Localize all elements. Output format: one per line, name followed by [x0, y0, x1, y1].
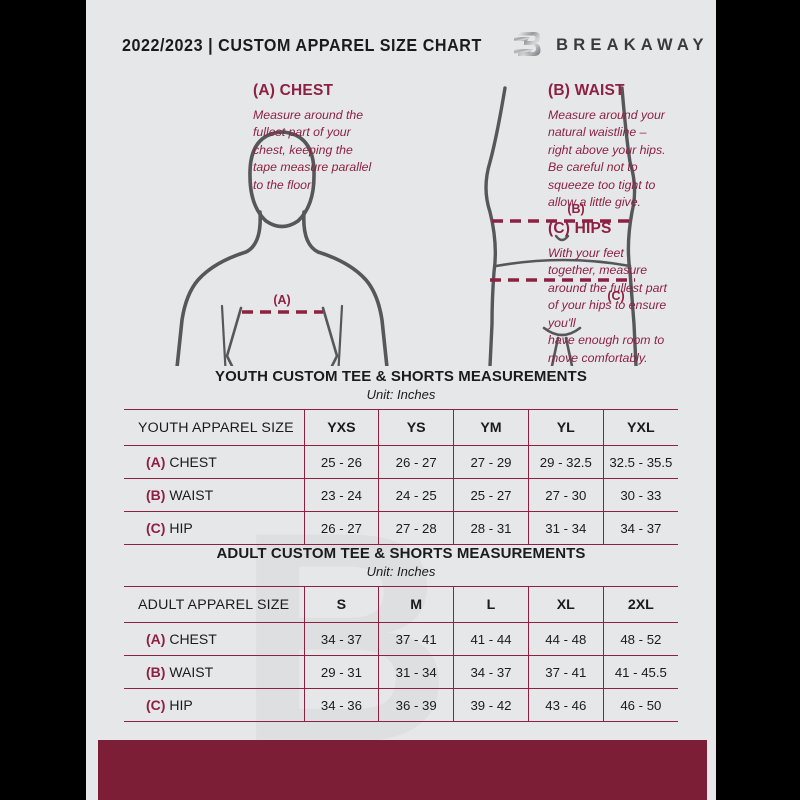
row-label: WAIST [169, 487, 214, 503]
youth-row-0-label: (A) CHEST [124, 445, 305, 479]
callout-waist: (B) WAIST Measure around your natural wa… [548, 82, 703, 212]
row-label: CHEST [169, 631, 217, 647]
youth-cell-2-1: 27 - 28 [378, 511, 455, 545]
table-row: (C) HIP 34 - 36 36 - 39 39 - 42 43 - 46 … [124, 688, 678, 722]
adult-col-1: M [378, 586, 455, 623]
youth-cell-1-3: 27 - 30 [527, 478, 604, 512]
youth-col-0: YXS [303, 409, 380, 446]
adult-table-unit: Unit: Inches [366, 564, 436, 579]
table-header-row: YOUTH APPAREL SIZE YXS YS YM YL YXL [124, 409, 678, 446]
youth-row-1-label: (B) WAIST [124, 478, 305, 512]
adult-size-table: ADULT APPAREL SIZE S M L XL 2XL (A) CHES… [124, 586, 678, 722]
adult-cell-0-0: 34 - 37 [303, 622, 380, 656]
upper-body-silhouette [175, 130, 389, 366]
callout-waist-body: Measure around your natural waistline – … [548, 108, 666, 210]
page-title: 2022/2023 | CUSTOM APPAREL SIZE CHART [122, 34, 482, 55]
youth-table-title: YOUTH CUSTOM TEE & SHORTS MEASUREMENTS [215, 368, 587, 385]
youth-col-2: YM [453, 409, 529, 446]
row-label: CHEST [169, 454, 217, 470]
youth-cell-0-2: 27 - 29 [453, 445, 529, 479]
callout-chest-title: (A) CHEST [253, 82, 334, 99]
adult-cell-0-4: 48 - 52 [602, 622, 678, 656]
youth-cell-2-3: 31 - 34 [527, 511, 604, 545]
youth-size-table: YOUTH APPAREL SIZE YXS YS YM YL YXL (A) … [124, 409, 678, 545]
callout-hips-body: With your feet together, measure around … [548, 246, 667, 365]
adult-table-title: ADULT CUSTOM TEE & SHORTS MEASUREMENTS [216, 545, 586, 562]
adult-cell-2-1: 36 - 39 [378, 688, 455, 722]
youth-measurements-block: YOUTH CUSTOM TEE & SHORTS MEASUREMENTS U… [124, 368, 678, 545]
adult-cell-1-2: 34 - 37 [453, 655, 529, 689]
adult-cell-1-4: 41 - 45.5 [602, 655, 678, 689]
youth-row-2-label: (C) HIP [124, 511, 305, 545]
adult-cell-2-3: 43 - 46 [527, 688, 604, 722]
size-chart-page: B 2022/2023 | CUSTOM APPAREL SIZE CHART [86, 0, 716, 800]
table-row: (A) CHEST 25 - 26 26 - 27 27 - 29 29 - 3… [124, 445, 678, 479]
row-label: WAIST [169, 664, 214, 680]
table-row: (C) HIP 26 - 27 27 - 28 28 - 31 31 - 34 … [124, 511, 678, 545]
brand-name: BREAKAWAY [556, 35, 709, 54]
row-marker: (B) [146, 487, 166, 503]
youth-cell-2-0: 26 - 27 [303, 511, 380, 545]
lower-body-silhouette [484, 86, 638, 366]
row-marker: (A) [146, 631, 166, 647]
youth-col-3: YL [527, 409, 604, 446]
adult-col-4: 2XL [602, 586, 678, 623]
callout-chest-body: Measure around the fullest part of your … [253, 108, 372, 192]
row-marker: (A) [146, 454, 166, 470]
callout-chest: (A) CHEST Measure around the fullest par… [253, 82, 418, 194]
page-header: 2022/2023 | CUSTOM APPAREL SIZE CHART [86, 28, 716, 62]
youth-cell-1-2: 25 - 27 [453, 478, 529, 512]
youth-row-header-label: YOUTH APPAREL SIZE [124, 409, 305, 446]
adult-row-1-label: (B) WAIST [124, 655, 305, 689]
adult-cell-0-1: 37 - 41 [378, 622, 455, 656]
youth-col-4: YXL [602, 409, 678, 446]
adult-cell-2-2: 39 - 42 [453, 688, 529, 722]
youth-cell-0-0: 25 - 26 [303, 445, 380, 479]
youth-cell-0-4: 32.5 - 35.5 [602, 445, 678, 479]
youth-table-unit: Unit: Inches [366, 387, 436, 402]
chest-line-label: (A) [273, 293, 290, 307]
adult-cell-1-1: 31 - 34 [378, 655, 455, 689]
youth-cell-1-4: 30 - 33 [602, 478, 678, 512]
row-marker: (C) [146, 520, 166, 536]
adult-col-0: S [303, 586, 380, 623]
brand-lockup: BREAKAWAY [513, 29, 709, 61]
body-diagram-svg: (A) (B) (C) [175, 86, 638, 366]
adult-cell-0-2: 41 - 44 [453, 622, 529, 656]
youth-cell-0-1: 26 - 27 [378, 445, 455, 479]
adult-row-2-label: (C) HIP [124, 688, 305, 722]
adult-cell-1-3: 37 - 41 [527, 655, 604, 689]
table-row: (A) CHEST 34 - 37 37 - 41 41 - 44 44 - 4… [124, 622, 678, 656]
footer-bar [98, 740, 707, 800]
table-row: (B) WAIST 29 - 31 31 - 34 34 - 37 37 - 4… [124, 655, 678, 689]
callout-hips: (C) HIPS With your feet together, measur… [548, 220, 703, 367]
youth-cell-1-0: 23 - 24 [303, 478, 380, 512]
adult-col-3: XL [527, 586, 604, 623]
adult-row-header-label: ADULT APPAREL SIZE [124, 586, 305, 623]
breakaway-b-logo-icon [513, 29, 543, 61]
row-marker: (B) [146, 664, 166, 680]
hip-line-label: (C) [607, 289, 624, 303]
row-marker: (C) [146, 697, 166, 713]
measurement-illustrations: (A) (B) (C) (A) CH [86, 66, 716, 366]
row-label: HIP [169, 520, 193, 536]
row-label: HIP [169, 697, 193, 713]
youth-cell-0-3: 29 - 32.5 [527, 445, 604, 479]
adult-cell-0-3: 44 - 48 [527, 622, 604, 656]
youth-cell-2-2: 28 - 31 [453, 511, 529, 545]
waist-line-label: (B) [567, 202, 584, 216]
callout-waist-title: (B) WAIST [548, 82, 625, 99]
youth-cell-1-1: 24 - 25 [378, 478, 455, 512]
table-header-row: ADULT APPAREL SIZE S M L XL 2XL [124, 586, 678, 623]
youth-cell-2-4: 34 - 37 [602, 511, 678, 545]
youth-col-1: YS [378, 409, 455, 446]
adult-cell-2-4: 46 - 50 [602, 688, 678, 722]
adult-row-0-label: (A) CHEST [124, 622, 305, 656]
adult-cell-1-0: 29 - 31 [303, 655, 380, 689]
adult-col-2: L [453, 586, 529, 623]
adult-cell-2-0: 34 - 36 [303, 688, 380, 722]
table-row: (B) WAIST 23 - 24 24 - 25 25 - 27 27 - 3… [124, 478, 678, 512]
callout-hips-title: (C) HIPS [548, 220, 612, 237]
adult-measurements-block: ADULT CUSTOM TEE & SHORTS MEASUREMENTS U… [124, 545, 678, 722]
